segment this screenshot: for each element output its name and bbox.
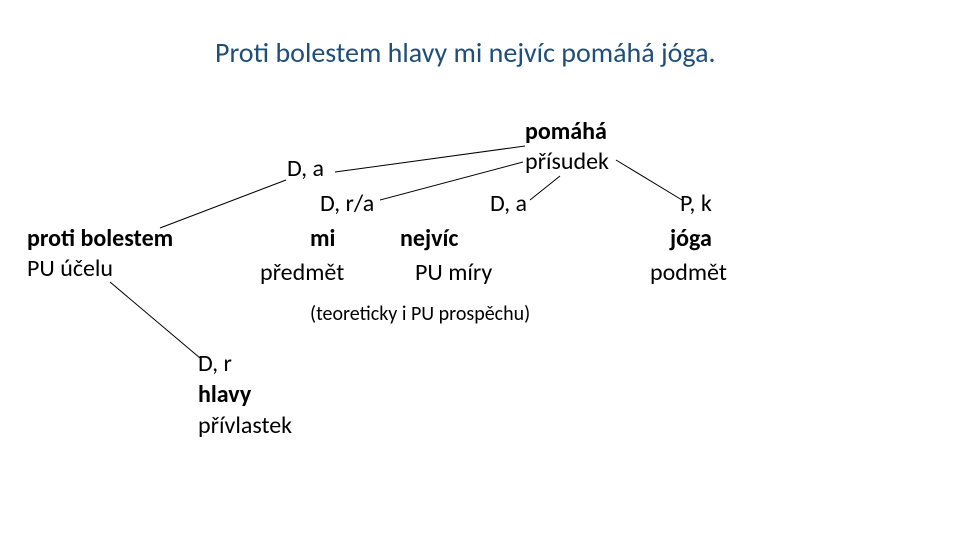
node-label-d-a-left: D, a — [287, 155, 324, 184]
node-root-role: přísudek — [525, 148, 609, 177]
node-label-d-a-right: D, a — [490, 190, 527, 219]
node-label-p-k: P, k — [680, 190, 712, 219]
node-mi-role: předmět — [260, 259, 344, 288]
node-pu-ucelu-role: PU účelu — [27, 255, 113, 284]
note-text: (teoreticky i PU prospěchu) — [310, 302, 530, 326]
node-pu-ucelu-word: proti bolestem — [27, 225, 173, 254]
node-hlavy-role: přívlastek — [198, 412, 292, 441]
node-label-d-r-a: D, r/a — [320, 190, 374, 219]
diagram-stage: Proti bolestem hlavy mi nejvíc pomáhá jó… — [0, 0, 960, 540]
node-joga-role: podmět — [650, 259, 727, 288]
node-mi-word: mi — [310, 225, 335, 254]
node-root-word: pomáhá — [525, 118, 607, 147]
node-nejvic-role: PU míry — [415, 259, 492, 288]
sentence-title: Proti bolestem hlavy mi nejvíc pomáhá jó… — [215, 36, 716, 70]
node-label-d-r: D, r — [198, 350, 232, 379]
node-nejvic-word: nejvíc — [400, 225, 458, 254]
node-hlavy-word: hlavy — [198, 381, 251, 410]
node-joga-word: jóga — [670, 225, 712, 254]
